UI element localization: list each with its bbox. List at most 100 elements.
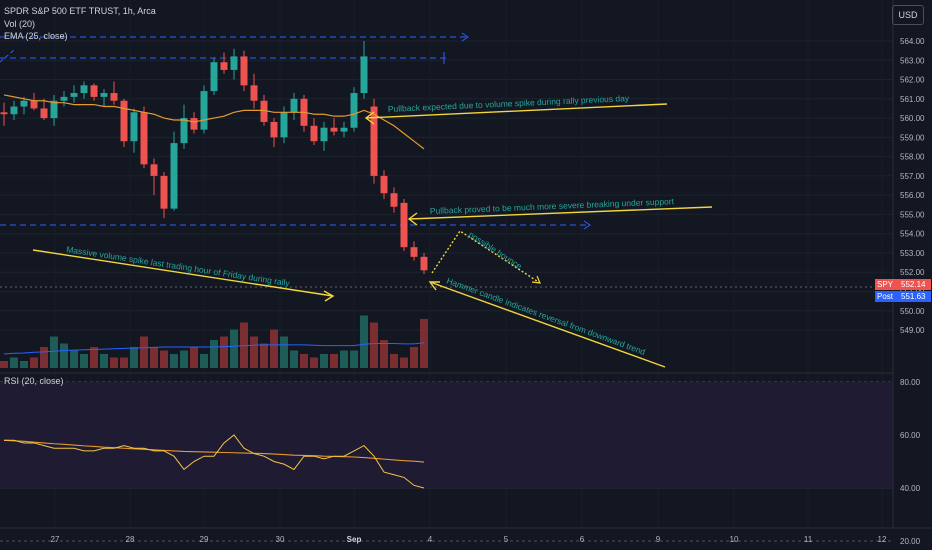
volume-bar bbox=[280, 336, 288, 368]
volume-bar bbox=[410, 347, 418, 368]
rsi-tick-label: 80.00 bbox=[900, 378, 921, 387]
candle-body bbox=[390, 193, 398, 207]
volume-bar bbox=[90, 347, 98, 368]
price-tick-label: 556.00 bbox=[900, 191, 925, 200]
time-tick-label: 11 bbox=[804, 535, 813, 544]
candle-body bbox=[120, 100, 128, 142]
candle-body bbox=[340, 127, 348, 132]
candle-body bbox=[190, 118, 198, 130]
candle-body bbox=[110, 93, 118, 101]
currency-button[interactable]: USD bbox=[892, 5, 924, 25]
post-price-value: 551.63 bbox=[899, 291, 931, 302]
arrow-possible-bounce[interactable] bbox=[431, 230, 541, 284]
rsi-line bbox=[4, 434, 425, 489]
rsi-tick-label: 40.00 bbox=[900, 484, 921, 493]
rsi-axis-labels: 80.00 60.00 40.00 20.00 bbox=[900, 378, 921, 546]
price-tick-label: 555.00 bbox=[900, 210, 925, 219]
candle-body bbox=[20, 100, 28, 107]
candle-body bbox=[250, 85, 258, 101]
volume-bar bbox=[290, 350, 298, 368]
candle-body bbox=[420, 256, 428, 271]
arrowhead-5 bbox=[531, 275, 541, 284]
ema-line bbox=[3, 94, 425, 150]
arrowhead-2 bbox=[407, 212, 418, 226]
candle-body bbox=[160, 175, 168, 209]
candle-body bbox=[240, 56, 248, 86]
volume-bar bbox=[160, 350, 168, 368]
volume-bar bbox=[40, 347, 48, 368]
volume-bar bbox=[130, 347, 138, 368]
rsi-band bbox=[0, 382, 893, 488]
volume-bar bbox=[330, 354, 338, 368]
time-tick-label: 27 bbox=[51, 535, 60, 544]
arrow-volume-spike[interactable] bbox=[32, 249, 334, 297]
volume-bar bbox=[20, 361, 28, 368]
spy-price-label: SPY bbox=[875, 279, 901, 290]
candle-body bbox=[70, 93, 78, 97]
volume-bar bbox=[310, 357, 318, 368]
candle-body bbox=[330, 127, 338, 132]
candle-body bbox=[210, 62, 218, 92]
volume-bar bbox=[10, 357, 18, 368]
rsi-tick-label: 60.00 bbox=[900, 431, 921, 440]
volume-bar bbox=[250, 336, 258, 368]
candle-body bbox=[230, 56, 238, 70]
price-tick-label: 558.00 bbox=[900, 153, 925, 162]
volume-bar bbox=[230, 329, 238, 368]
arrow-pullback-severe[interactable] bbox=[408, 206, 713, 220]
volume-bar bbox=[50, 336, 58, 368]
candle-body bbox=[350, 93, 358, 128]
arrow-hammer[interactable] bbox=[429, 281, 666, 368]
price-tick-label: 549.00 bbox=[900, 326, 925, 335]
candle-body bbox=[150, 164, 158, 176]
price-tick-label: 552.00 bbox=[900, 268, 925, 277]
volume-bar bbox=[120, 357, 128, 368]
price-tick-label: 562.00 bbox=[900, 76, 925, 85]
candle-body bbox=[170, 143, 178, 209]
price-tick-label: 557.00 bbox=[900, 172, 925, 181]
volume-bar bbox=[350, 350, 358, 368]
volume-bar bbox=[210, 340, 218, 368]
volume-bar bbox=[110, 357, 118, 368]
trend-line-left bbox=[0, 49, 15, 63]
time-tick-label: 4 bbox=[428, 535, 433, 544]
candle-body bbox=[10, 106, 18, 115]
candle-body bbox=[100, 93, 108, 97]
volume-bar bbox=[220, 336, 228, 368]
candle-body bbox=[410, 247, 418, 257]
volume-legend[interactable]: Vol (20) bbox=[4, 19, 36, 29]
volume-bar bbox=[270, 329, 278, 368]
volume-bar bbox=[80, 354, 88, 368]
arrowhead-1 bbox=[364, 111, 375, 125]
candle-body bbox=[400, 202, 408, 248]
symbol-legend[interactable]: SPDR S&P 500 ETF TRUST, 1h, Arca bbox=[4, 6, 156, 16]
candle-body bbox=[200, 91, 208, 130]
candle-body bbox=[290, 98, 298, 113]
candle-body bbox=[260, 100, 268, 122]
time-tick-label: Sep bbox=[347, 535, 362, 544]
rsi-legend[interactable]: RSI (20, close) bbox=[4, 376, 64, 386]
arrow-pullback-expected[interactable] bbox=[365, 103, 668, 119]
time-tick-label: 5 bbox=[504, 535, 509, 544]
volume-bar bbox=[70, 350, 78, 368]
candle-body bbox=[130, 112, 138, 142]
volume-bar bbox=[300, 354, 308, 368]
support-arrow bbox=[583, 220, 591, 230]
price-tick-label: 560.00 bbox=[900, 114, 925, 123]
volume-bar bbox=[340, 350, 348, 368]
volume-bar bbox=[360, 315, 368, 368]
candle-body bbox=[90, 85, 98, 97]
volume-bar bbox=[400, 357, 408, 368]
candle-body bbox=[60, 96, 68, 101]
candle-body bbox=[220, 62, 228, 70]
candle-body bbox=[0, 112, 8, 115]
price-tick-label: 563.00 bbox=[900, 56, 925, 65]
volume-bar bbox=[320, 354, 328, 368]
ema-legend[interactable]: EMA (25, close) bbox=[4, 31, 68, 41]
volume-bar bbox=[200, 354, 208, 368]
candle-body bbox=[80, 85, 88, 94]
volume-bar bbox=[380, 340, 388, 368]
candle-body bbox=[280, 112, 288, 138]
price-tick-label: 550.00 bbox=[900, 307, 925, 316]
